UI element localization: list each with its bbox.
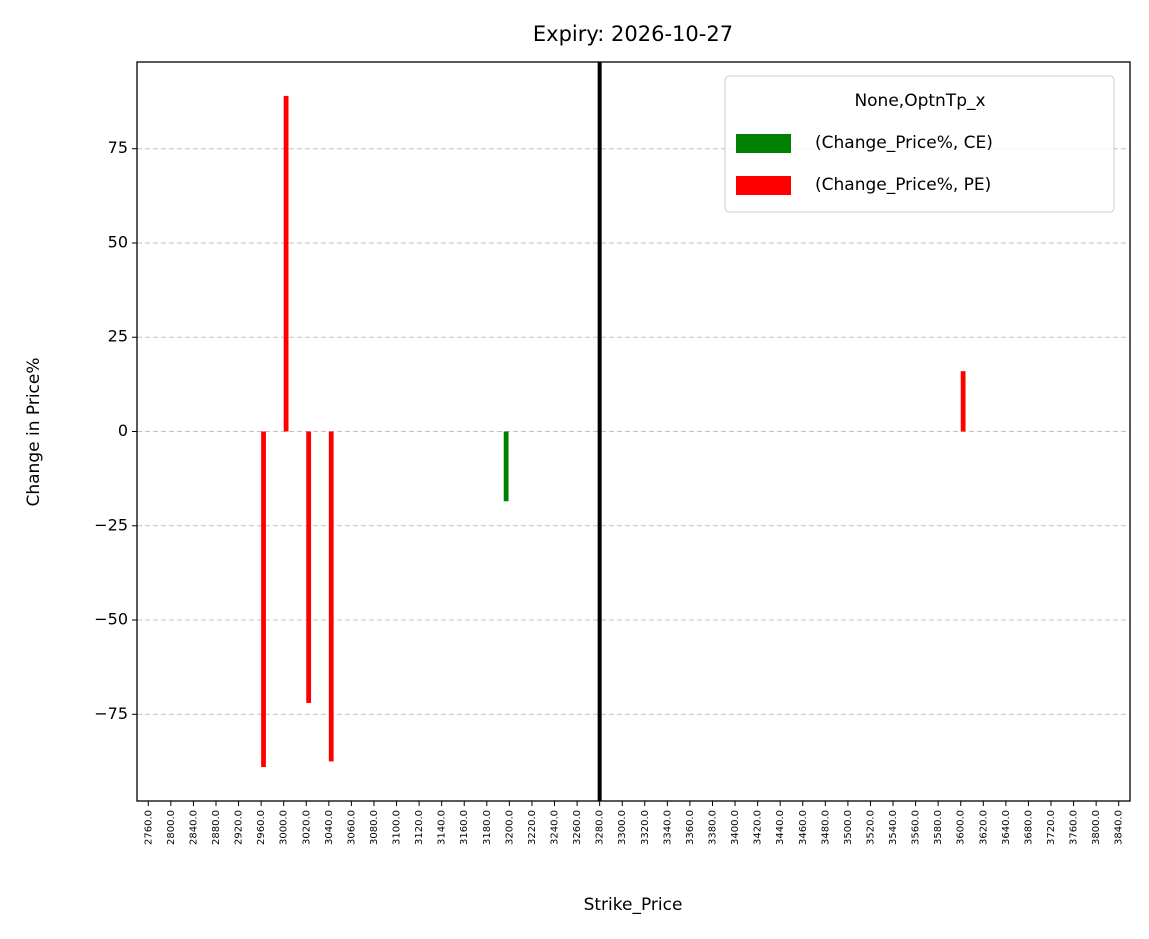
y-axis-label: Change in Price%	[24, 357, 44, 506]
legend: None,OptnTp_x (Change_Price%, CE) (Change_…	[724, 75, 1115, 213]
legend-swatch	[736, 176, 791, 195]
x-tick-label: 3320.0	[640, 810, 651, 845]
y-tick-label: 50	[108, 232, 128, 251]
x-tick-label: 3640.0	[1001, 810, 1012, 845]
x-tick-label: 3680.0	[1023, 810, 1034, 845]
x-tick-label: 3100.0	[392, 810, 403, 845]
x-tick-label: 3160.0	[459, 810, 470, 845]
x-tick-label: 3340.0	[662, 810, 673, 845]
x-tick-label: 3800.0	[1091, 810, 1102, 845]
x-tick-label: 3480.0	[820, 810, 831, 845]
x-tick-label: 3140.0	[437, 810, 448, 845]
x-tick-label: 3000.0	[279, 810, 290, 845]
x-tick-label: 3400.0	[730, 810, 741, 845]
bar	[328, 431, 334, 762]
x-tick-label: 3420.0	[753, 810, 764, 845]
plot-frame	[136, 61, 1131, 802]
legend-box	[724, 75, 1115, 213]
bar	[283, 95, 289, 432]
x-tick-label: 3720.0	[1046, 810, 1057, 845]
x-axis-label: Strike_Price	[584, 895, 683, 915]
x-tick-label: 3500.0	[843, 810, 854, 845]
y-tick-label: −25	[94, 515, 128, 534]
x-tick-label: 3020.0	[301, 810, 312, 845]
x-tick-label: 3200.0	[504, 810, 515, 845]
bar	[503, 431, 509, 502]
y-tick-label: −75	[94, 704, 128, 723]
bar	[261, 431, 266, 768]
x-tick-label: 3620.0	[978, 810, 989, 845]
bar	[960, 371, 966, 432]
x-tick-label: 3260.0	[572, 810, 583, 845]
y-tick-label: 75	[108, 138, 128, 157]
x-tick-label: 2760.0	[143, 810, 154, 845]
x-tick-label: 3560.0	[911, 810, 922, 845]
x-tick-label: 3240.0	[550, 810, 561, 845]
legend-title: None,OptnTp_x	[854, 91, 985, 111]
bar	[306, 431, 312, 703]
x-tick-label: 2840.0	[188, 810, 199, 845]
x-tick-label: 3060.0	[346, 810, 357, 845]
legend-label: (Change_Price%, CE)	[815, 133, 993, 153]
x-tick-label: 3300.0	[617, 810, 628, 845]
x-tick-label: 2880.0	[211, 810, 222, 845]
x-tick-label: 3760.0	[1069, 810, 1080, 845]
y-tick-label: −50	[94, 610, 128, 629]
x-tick-label: 3380.0	[707, 810, 718, 845]
x-tick-label: 3180.0	[482, 810, 493, 845]
x-tick-label: 3520.0	[865, 810, 876, 845]
x-tick-label: 3280.0	[595, 810, 606, 845]
x-tick-label: 3220.0	[527, 810, 538, 845]
x-tick-label: 3040.0	[324, 810, 335, 845]
y-tick-label: 0	[118, 421, 128, 440]
x-tick-label: 3080.0	[369, 810, 380, 845]
x-tick-label: 2920.0	[234, 810, 245, 845]
x-tick-label: 3440.0	[775, 810, 786, 845]
x-tick-label: 3120.0	[414, 810, 425, 845]
legend-swatch	[736, 134, 791, 153]
x-tick-label: 3540.0	[888, 810, 899, 845]
x-tick-label: 3360.0	[685, 810, 696, 845]
chart-title: Expiry: 2026-10-27	[533, 22, 733, 46]
x-tick-label: 2800.0	[166, 810, 177, 845]
legend-label: (Change_Price%, PE)	[815, 175, 991, 195]
x-tick-label: 2960.0	[256, 810, 267, 845]
y-tick-label: 25	[108, 327, 128, 346]
x-tick-label: 3600.0	[956, 810, 967, 845]
x-tick-label: 3460.0	[798, 810, 809, 845]
x-tick-label: 3580.0	[933, 810, 944, 845]
x-tick-label: 3840.0	[1114, 810, 1125, 845]
